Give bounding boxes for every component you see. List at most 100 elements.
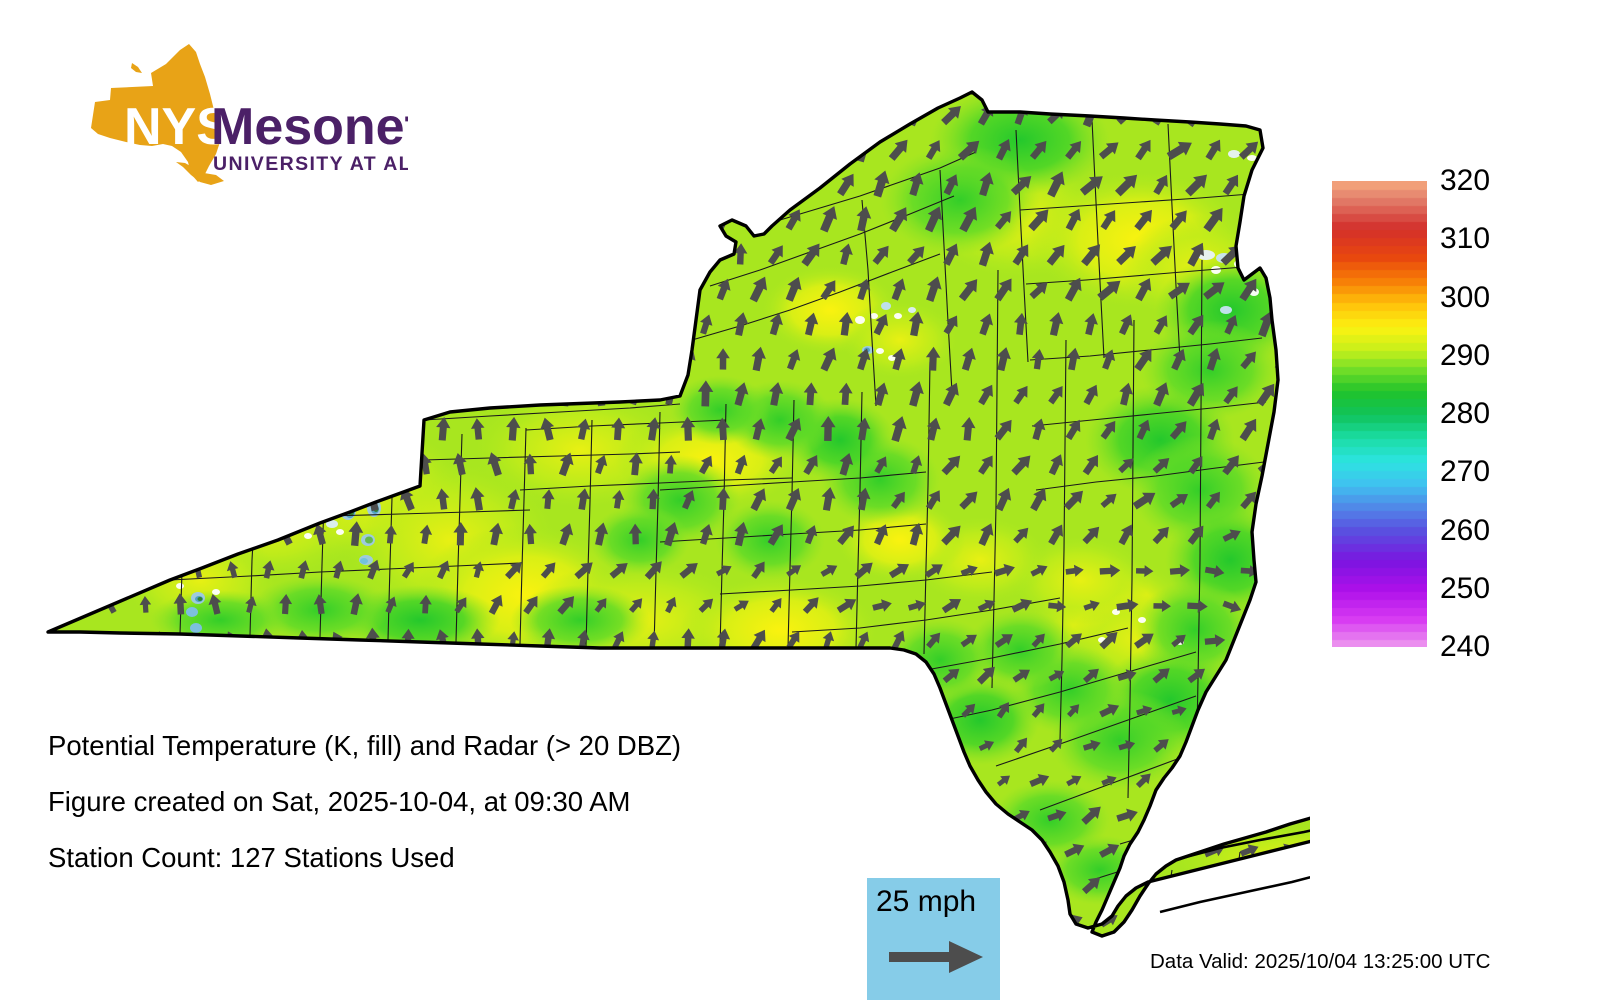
wind-arrow-icon [978,455,993,475]
wind-arrow-icon [1079,176,1103,196]
wind-arrow-icon [348,103,362,126]
wind-arrow-icon [647,630,660,649]
wind-arrow-icon [1046,244,1065,266]
wind-arrow-icon [996,702,1009,719]
wind-arrow-icon [365,278,380,300]
wind-arrow-icon [1308,212,1310,230]
wind-arrow-icon [1118,524,1133,546]
wind-arrow-icon [245,596,257,614]
wind-arrow-icon [1029,282,1048,300]
wind-arrow-icon [523,663,537,685]
wind-arrow-icon [892,348,906,371]
wind-arrow-icon [1029,140,1047,160]
wind-arrow-icon [978,523,994,546]
wind-arrow-icon [401,138,416,161]
wind-arrow-icon [347,452,362,476]
wind-arrow-icon [435,277,451,301]
wind-arrow-icon [925,346,941,371]
wind-arrow-icon [716,487,731,510]
wind-arrow-icon [488,594,503,615]
wind-arrow-icon [941,455,961,476]
wind-arrow-icon [49,416,66,443]
wind-arrow-icon [699,172,714,197]
wind-arrow-icon [734,173,748,196]
wind-arrow-icon [558,313,572,336]
wind-arrow-icon [821,487,836,511]
wind-arrow-icon [1221,807,1242,825]
wind-arrow-icon [1098,142,1119,160]
wind-arrow-icon [243,240,259,267]
wind-arrow-icon [1273,420,1293,441]
colorbar-tick-310: 310 [1440,222,1491,256]
wind-arrow-icon [749,276,767,303]
wind-arrow-icon [576,206,592,232]
wind-arrow-icon [85,136,101,161]
wind-arrow-icon [294,207,311,232]
wind-arrow-icon [1239,418,1257,442]
wind-arrow-icon [209,665,221,684]
wind-arrow-icon [157,559,170,579]
wind-arrow-icon [120,913,137,929]
wind-arrow-icon [1066,347,1081,371]
wind-arrow-icon [646,488,660,510]
wind-arrow-icon [1204,704,1225,717]
wind-arrow-icon [1116,598,1139,613]
wind-arrow-icon [909,381,924,407]
wind-arrow-icon [1153,600,1171,612]
wind-arrow-icon [715,417,730,441]
wind-arrow-icon [243,521,258,546]
wind-arrow-icon [837,173,854,197]
wind-arrow-icon [1099,704,1120,718]
wind-arrow-icon [907,599,926,612]
wind-arrow-icon [1274,493,1295,508]
wind-arrow-icon [523,311,539,337]
wind-arrow-icon [996,347,1011,372]
wind-arrow-icon [734,312,749,336]
wind-arrow-icon [872,245,889,265]
wind-arrow-icon [384,454,397,474]
wind-arrow-icon [888,139,908,161]
wind-arrow-icon [1222,529,1241,542]
wind-arrow-icon [682,490,695,510]
figure-created-text: Figure created on Sat, 2025-10-04, at 09… [48,786,631,817]
wind-arrow-icon [1082,877,1101,895]
wind-arrow-icon [366,348,380,370]
wind-arrow-icon [1083,600,1100,612]
wind-arrow-icon [1151,808,1173,822]
wind-arrow-icon [820,206,837,233]
wind-arrow-icon [85,279,101,301]
map-panel[interactable] [20,20,1310,960]
wind-arrow-icon [682,701,694,719]
wind-arrow-icon [1048,524,1063,546]
wind-arrow-icon [313,103,327,126]
wind-arrow-icon [138,103,152,126]
wind-arrow-icon [155,276,170,302]
wind-arrow-icon [1048,877,1064,894]
wind-arrow-icon [961,347,976,371]
wind-arrow-icon [1292,525,1310,545]
wind-arrow-icon [1083,384,1098,406]
wind-arrow-icon [909,665,923,685]
wind-arrow-icon [540,417,555,441]
wind-arrow-icon [278,664,291,685]
wind-arrow-icon [1206,347,1221,371]
wind-arrow-icon [331,347,346,371]
wind-arrow-icon [593,312,608,336]
wind-arrow-icon [522,239,539,268]
wind-arrow-icon [506,136,522,162]
wind-arrow-icon [1067,704,1080,718]
wind-arrow-icon [243,382,258,406]
wind-arrow-icon [120,702,136,719]
wind-arrow-icon [977,599,996,612]
wind-arrow-icon [679,563,698,579]
wind-arrow-icon [1207,418,1221,441]
wind-arrow-icon [207,311,223,337]
wind-arrow-icon [436,348,451,370]
wind-arrow-icon [313,310,329,337]
wind-arrow-icon [576,137,591,161]
wind-arrow-icon [294,276,310,302]
wind-arrow-icon [454,383,468,406]
wind-arrow-icon [119,346,135,372]
wind-arrow-icon [1153,739,1169,753]
wind-arrow-icon [419,524,433,545]
